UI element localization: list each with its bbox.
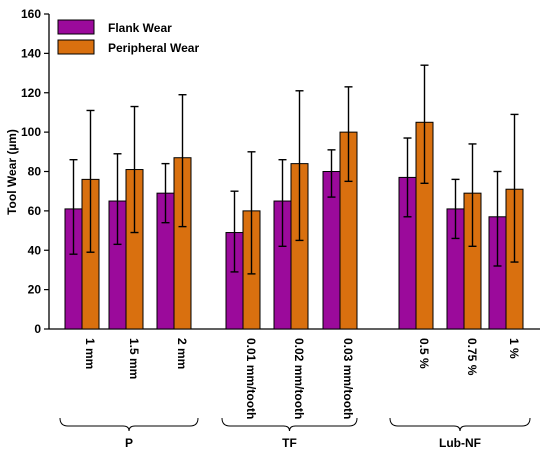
x-tick-label: 0.03 mm/tooth <box>341 338 355 419</box>
y-tick-label: 60 <box>28 204 42 218</box>
group-brace <box>389 417 531 432</box>
legend-label: Peripheral Wear <box>108 41 199 55</box>
x-tick-label: 2 mm <box>175 338 189 369</box>
y-tick-label: 120 <box>21 86 41 100</box>
group-brace <box>59 417 199 432</box>
bars <box>64 121 524 330</box>
x-tick-label: 0.01 mm/tooth <box>244 338 258 419</box>
y-tick-label: 160 <box>21 7 41 21</box>
x-tick-label: 0.5 % <box>417 338 431 369</box>
y-tick-label: 0 <box>34 322 41 336</box>
group-brace <box>221 417 358 432</box>
y-tick-label: 80 <box>28 165 42 179</box>
group-label: P <box>125 436 133 450</box>
error-bars <box>69 64 519 275</box>
legend-label: Flank Wear <box>108 21 172 35</box>
x-tick-label: 0.75 % <box>465 338 479 376</box>
x-tick-labels: 1 mm 1.5 mm 2 mm 0.01 mm/tooth 0.02 mm/tooth… <box>83 338 521 419</box>
y-tick-label: 40 <box>28 243 42 257</box>
legend: Flank Wear Peripheral Wear <box>57 19 199 55</box>
y-tick-label: 140 <box>21 46 41 60</box>
legend-swatch <box>57 39 95 55</box>
x-tick-label: 1.5 mm <box>127 338 141 379</box>
group-label: TF <box>282 436 297 450</box>
group-brackets: P TF Lub-NF <box>59 417 531 450</box>
legend-swatch <box>57 19 95 35</box>
x-tick-label: 1 mm <box>83 338 97 369</box>
group-label: Lub-NF <box>439 436 481 450</box>
y-tick-label: 20 <box>28 283 42 297</box>
y-tick-label: 100 <box>21 125 41 139</box>
x-tick-label: 1 % <box>507 338 521 359</box>
x-tick-label: 0.02 mm/tooth <box>292 338 306 419</box>
y-axis-label: Tool Wear (µm) <box>5 129 19 215</box>
